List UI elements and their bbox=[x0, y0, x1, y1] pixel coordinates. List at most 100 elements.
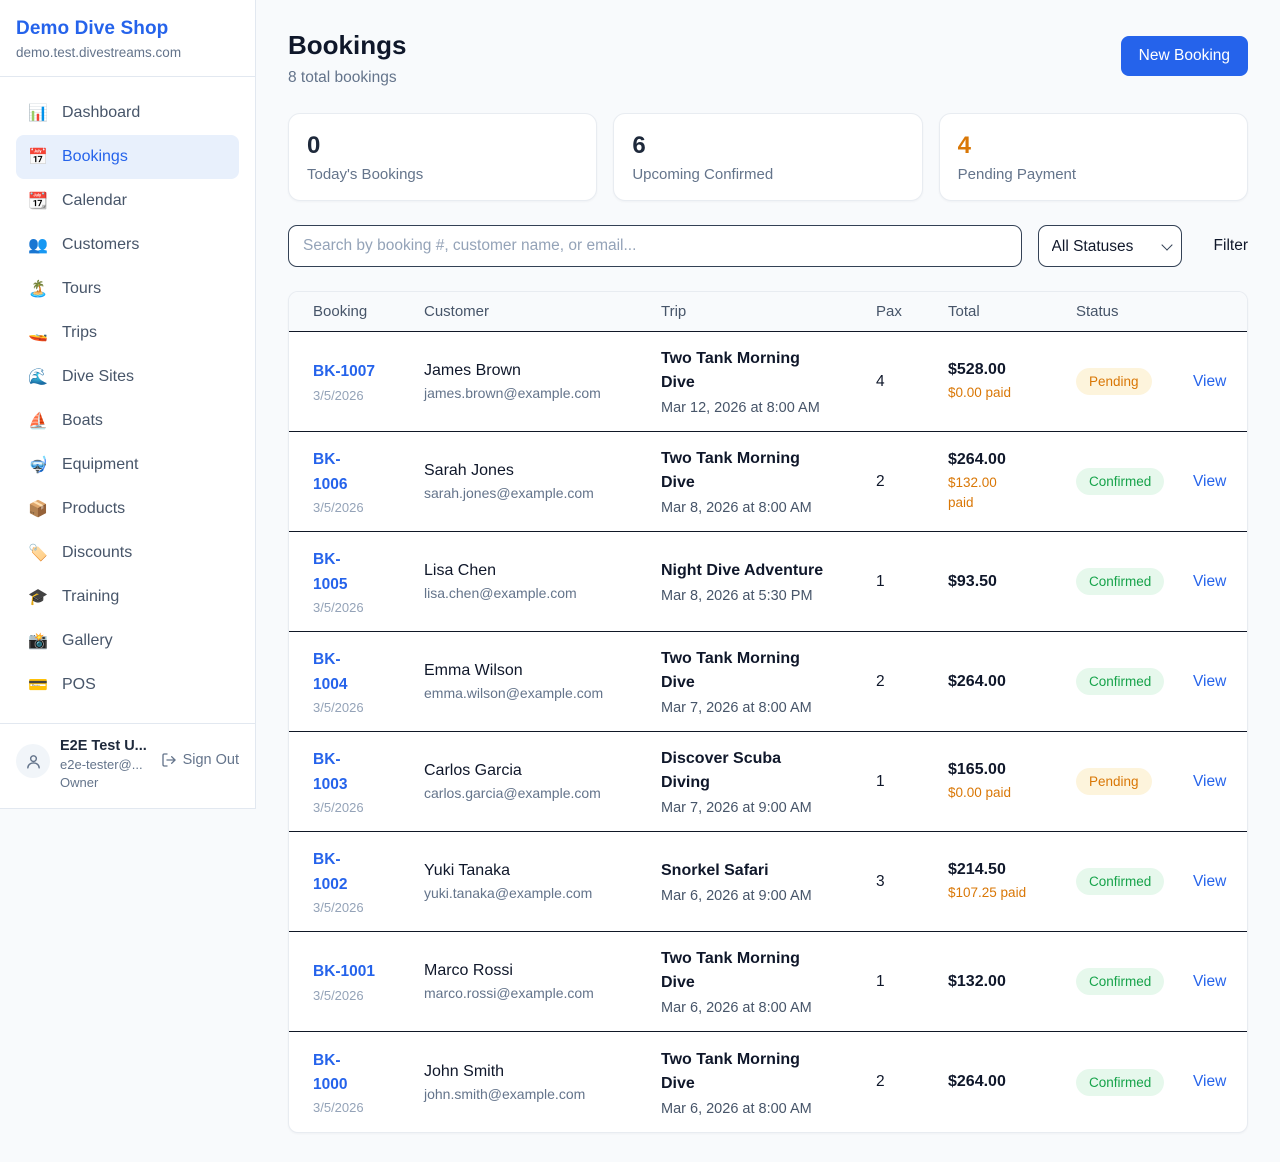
sidebar-item-bookings[interactable]: 📅 Bookings bbox=[16, 135, 239, 179]
pax-value: 1 bbox=[876, 972, 885, 990]
total-amount: $528.00 bbox=[948, 360, 1006, 378]
status-cell: Confirmed bbox=[1076, 868, 1193, 895]
customer-email: sarah.jones@example.com bbox=[424, 485, 594, 501]
status-cell: Confirmed bbox=[1076, 668, 1193, 695]
total-cell: $264.00 $132.00 paid bbox=[948, 451, 1076, 512]
dashboard-icon: 📊 bbox=[28, 105, 48, 122]
booking-date: 3/5/2026 bbox=[313, 1100, 364, 1116]
status-cell: Confirmed bbox=[1076, 468, 1193, 495]
sidebar-item-label: Discounts bbox=[62, 544, 133, 561]
paid-amount: $132.00 paid bbox=[948, 474, 997, 510]
new-booking-button[interactable]: New Booking bbox=[1120, 36, 1248, 76]
stat-value: 0 bbox=[307, 132, 321, 159]
trip-name: Two Tank Morning Dive bbox=[661, 450, 800, 491]
booking-id-link[interactable]: BK-1007 bbox=[313, 363, 376, 381]
view-link[interactable]: View bbox=[1193, 472, 1227, 490]
customer-email: carlos.garcia@example.com bbox=[424, 785, 601, 801]
trip-cell: Snorkel Safari Mar 6, 2026 at 9:00 AM bbox=[661, 859, 876, 904]
customer-email: yuki.tanaka@example.com bbox=[424, 885, 593, 901]
customer-name: Carlos Garcia bbox=[424, 762, 522, 779]
actions-cell: View bbox=[1193, 973, 1236, 991]
booking-id-link[interactable]: BK-1001 bbox=[313, 963, 376, 981]
view-link[interactable]: View bbox=[1193, 872, 1227, 890]
sidebar-item-training[interactable]: 🎓 Training bbox=[16, 575, 239, 619]
sidebar-item-boats[interactable]: ⛵ Boats bbox=[16, 399, 239, 443]
sidebar-item-pos[interactable]: 💳 POS bbox=[16, 663, 239, 707]
pos-card-icon: 💳 bbox=[28, 677, 48, 694]
paid-amount: $107.25 paid bbox=[948, 884, 1027, 900]
bookings-calendar-icon: 📅 bbox=[28, 149, 48, 166]
booking-id-link[interactable]: BK- 1004 bbox=[313, 651, 348, 693]
table-row: BK- 1005 3/5/2026 Lisa Chen lisa.chen@examp… bbox=[289, 532, 1247, 632]
search-input[interactable] bbox=[288, 225, 1022, 267]
total-amount: $264.00 bbox=[948, 450, 1006, 468]
sign-out-label: Sign Out bbox=[182, 752, 239, 768]
trip-name: Two Tank Morning Dive bbox=[661, 950, 800, 991]
user-email: e2e-tester@... bbox=[60, 757, 143, 772]
sidebar-item-calendar[interactable]: 📆 Calendar bbox=[16, 179, 239, 223]
view-link[interactable]: View bbox=[1193, 772, 1227, 790]
customer-cell: James Brown james.brown@example.com bbox=[424, 362, 661, 401]
customer-cell: Marco Rossi marco.rossi@example.com bbox=[424, 962, 661, 1001]
booking-id-link[interactable]: BK- 1003 bbox=[313, 751, 348, 793]
trip-datetime: Mar 7, 2026 at 8:00 AM bbox=[661, 700, 812, 716]
sidebar-item-gallery[interactable]: 📸 Gallery bbox=[16, 619, 239, 663]
customer-cell: Lisa Chen lisa.chen@example.com bbox=[424, 562, 661, 601]
page-title: Bookings bbox=[288, 30, 407, 60]
sidebar-item-dashboard[interactable]: 📊 Dashboard bbox=[16, 91, 239, 135]
customer-cell: John Smith john.smith@example.com bbox=[424, 1063, 661, 1102]
booking-id-link[interactable]: BK- 1005 bbox=[313, 551, 348, 593]
view-link[interactable]: View bbox=[1193, 372, 1227, 390]
pax-value: 1 bbox=[876, 572, 885, 590]
booking-id-link[interactable]: BK- 1006 bbox=[313, 451, 348, 493]
customer-email: lisa.chen@example.com bbox=[424, 585, 577, 601]
sidebar-item-label: Dive Sites bbox=[62, 368, 135, 385]
view-link[interactable]: View bbox=[1193, 672, 1227, 690]
sidebar-item-tours[interactable]: 🏝️ Tours bbox=[16, 267, 239, 311]
trip-name: Night Dive Adventure bbox=[661, 562, 824, 579]
discounts-tag-icon: 🏷️ bbox=[28, 545, 48, 562]
status-select[interactable]: All Statuses bbox=[1037, 225, 1182, 267]
view-link[interactable]: View bbox=[1193, 572, 1227, 590]
status-badge: Confirmed bbox=[1076, 968, 1165, 995]
sidebar-item-label: Training bbox=[62, 588, 120, 605]
pax-cell: 3 bbox=[876, 873, 948, 891]
customer-name: James Brown bbox=[424, 362, 521, 379]
customer-name: Emma Wilson bbox=[424, 662, 523, 679]
booking-date: 3/5/2026 bbox=[313, 799, 364, 815]
sidebar-item-label: Boats bbox=[62, 412, 103, 429]
pax-cell: 2 bbox=[876, 1073, 948, 1091]
sidebar-item-equipment[interactable]: 🤿 Equipment bbox=[16, 443, 239, 487]
sidebar-item-customers[interactable]: 👥 Customers bbox=[16, 223, 239, 267]
pax-value: 2 bbox=[876, 672, 885, 690]
actions-cell: View bbox=[1193, 473, 1236, 491]
table-row: BK- 1006 3/5/2026 Sarah Jones sarah.jones@e… bbox=[289, 432, 1247, 532]
sidebar-item-dive-sites[interactable]: 🌊 Dive Sites bbox=[16, 355, 239, 399]
table-row: BK-1001 3/5/2026 Marco Rossi marco.rossi@ex… bbox=[289, 932, 1247, 1032]
stat-label: Upcoming Confirmed bbox=[632, 166, 774, 183]
booking-id-link[interactable]: BK- 1002 bbox=[313, 851, 348, 893]
user-name: E2E Test U... bbox=[60, 738, 147, 754]
page-header-text: Bookings 8 total bookings bbox=[288, 30, 406, 87]
booking-cell: BK- 1006 3/5/2026 bbox=[313, 448, 424, 514]
sidebar-item-discounts[interactable]: 🏷️ Discounts bbox=[16, 531, 239, 575]
customer-cell: Sarah Jones sarah.jones@example.com bbox=[424, 462, 661, 501]
view-link[interactable]: View bbox=[1193, 1073, 1227, 1090]
booking-id-link[interactable]: BK- 1000 bbox=[313, 1051, 348, 1093]
customer-email: john.smith@example.com bbox=[424, 1085, 586, 1102]
table-header-row: Booking Customer Trip Pax Total Status bbox=[289, 292, 1247, 332]
booking-date: 3/5/2026 bbox=[313, 899, 364, 915]
booking-cell: BK- 1002 3/5/2026 bbox=[313, 848, 424, 914]
pax-cell: 2 bbox=[876, 673, 948, 691]
view-link[interactable]: View bbox=[1193, 972, 1227, 990]
filter-button[interactable]: Filter bbox=[1213, 237, 1248, 254]
sidebar-item-products[interactable]: 📦 Products bbox=[16, 487, 239, 531]
sign-out-icon bbox=[161, 753, 176, 767]
sign-out-button[interactable]: Sign Out bbox=[161, 752, 239, 768]
user-meta: E2E Test U... e2e-tester@... Owner bbox=[60, 738, 151, 790]
page-header: Bookings 8 total bookings New Booking bbox=[288, 30, 1248, 87]
paid-amount: $0.00 paid bbox=[948, 384, 1012, 400]
sidebar-item-trips[interactable]: 🚤 Trips bbox=[16, 311, 239, 355]
table-row: BK- 1000 3/5/2026 John Smith john.smith@exa… bbox=[289, 1032, 1247, 1132]
booking-cell: BK- 1003 3/5/2026 bbox=[313, 748, 424, 814]
